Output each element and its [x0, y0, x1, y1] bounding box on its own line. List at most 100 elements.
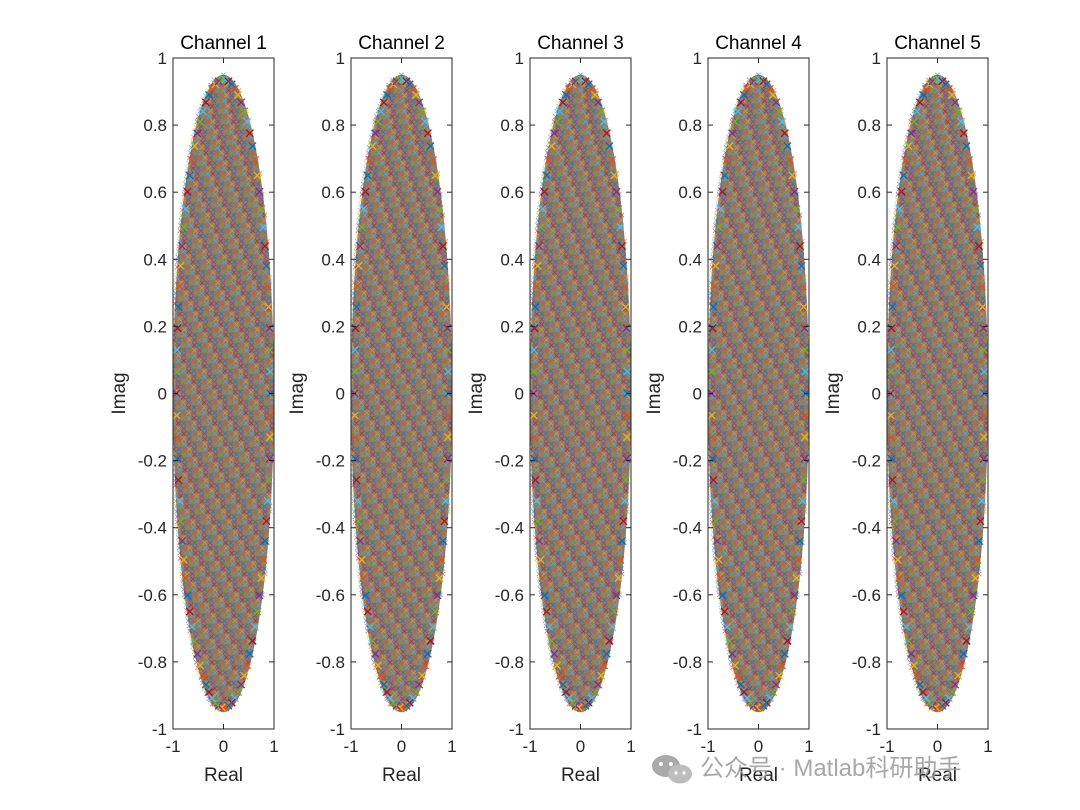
data-point: [380, 431, 386, 437]
data-point: [586, 93, 592, 99]
data-point: [184, 212, 190, 218]
data-point: [442, 425, 448, 431]
data-point: [264, 379, 270, 385]
data-point: [406, 327, 412, 333]
data-point: [229, 124, 235, 130]
data-point: [230, 639, 236, 645]
data-point: [369, 243, 375, 249]
data-point: [245, 295, 251, 301]
data-point: [415, 524, 421, 530]
data-point: [240, 295, 246, 301]
data-point: [371, 301, 377, 307]
data-point: [218, 155, 224, 161]
data-point: [384, 197, 390, 203]
data-point: [359, 420, 365, 426]
data-point: [413, 217, 419, 223]
data-point: [207, 415, 213, 421]
data-point: [393, 119, 399, 125]
data-point: [600, 358, 606, 364]
data-point: [379, 394, 385, 400]
data-point: [390, 249, 396, 255]
data-point: [580, 129, 586, 135]
data-point: [571, 124, 577, 130]
data-point: [542, 254, 548, 260]
y-tick-label: -1: [330, 720, 345, 739]
data-point: [402, 483, 408, 489]
data-point: [243, 373, 249, 379]
data-point: [584, 197, 590, 203]
data-point: [423, 555, 429, 561]
data-point: [572, 275, 578, 281]
data-point: [227, 98, 233, 104]
data-point: [566, 145, 572, 151]
data-point: [238, 446, 244, 452]
data-point: [586, 150, 592, 156]
data-point: [393, 509, 399, 515]
data-point: [223, 82, 229, 88]
data-point: [364, 540, 370, 546]
data-point: [186, 405, 192, 411]
data-point: [433, 301, 439, 307]
data-point: [193, 561, 199, 567]
data-point: [388, 680, 394, 686]
data-point: [229, 186, 235, 192]
data-point: [374, 581, 380, 587]
data-point: [553, 197, 559, 203]
data-point: [431, 529, 437, 535]
data-point: [212, 394, 218, 400]
data-point: [437, 446, 443, 452]
x-tick-label: -1: [343, 737, 358, 756]
data-point: [389, 618, 395, 624]
data-point: [192, 129, 198, 135]
data-point: [249, 321, 255, 327]
data-point: [402, 295, 408, 301]
data-point: [409, 264, 415, 270]
data-point: [414, 613, 420, 619]
data-point: [217, 431, 223, 437]
data-point: [365, 451, 371, 457]
data-point: [250, 483, 256, 489]
data-point: [217, 342, 223, 348]
data-point: [237, 134, 243, 140]
data-point: [393, 639, 399, 645]
data-point: [437, 327, 443, 333]
data-point: [570, 108, 576, 114]
data-point: [537, 259, 543, 265]
data-point: [380, 342, 386, 348]
data-point: [245, 301, 251, 307]
data-point: [403, 280, 409, 286]
data-point: [379, 581, 385, 587]
data-point: [569, 342, 575, 348]
data-point: [393, 280, 399, 286]
data-point: [257, 264, 263, 270]
data-point: [234, 545, 240, 551]
data-point: [187, 316, 193, 322]
data-point: [358, 394, 364, 400]
data-point: [403, 561, 409, 567]
data-point: [238, 358, 244, 364]
data-point: [574, 353, 580, 359]
data-point: [554, 155, 560, 161]
edge-point: [373, 117, 383, 126]
data-point: [418, 488, 424, 494]
data-point: [380, 243, 386, 249]
data-point: [568, 113, 574, 119]
data-point: [205, 613, 211, 619]
data-point: [182, 545, 188, 551]
data-point: [264, 353, 270, 359]
edge-point: [355, 242, 365, 251]
data-point: [264, 441, 270, 447]
data-point: [239, 186, 245, 192]
data-point: [200, 207, 206, 213]
data-point: [415, 134, 421, 140]
data-point: [197, 540, 203, 546]
data-point: [235, 176, 241, 182]
data-point: [416, 160, 422, 166]
data-point: [547, 264, 553, 270]
data-point: [400, 379, 406, 385]
data-point: [445, 280, 451, 286]
data-point: [207, 191, 213, 197]
data-point: [208, 181, 214, 187]
data-point: [186, 535, 192, 541]
data-point: [247, 514, 253, 520]
